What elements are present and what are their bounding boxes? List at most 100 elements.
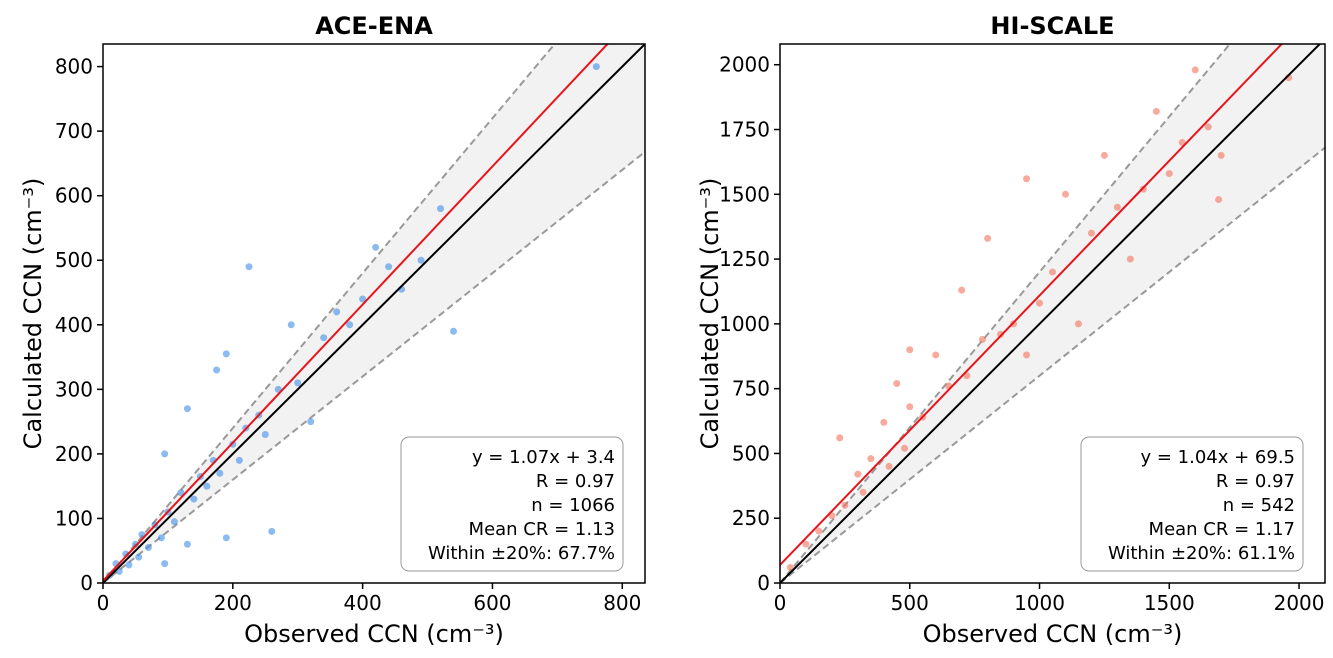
- plot-area: [103, 44, 645, 583]
- x-tick-label: 0: [774, 591, 787, 615]
- point: [978, 335, 986, 343]
- point: [802, 540, 810, 548]
- annotation-line: R = 0.97: [1216, 471, 1295, 492]
- y-tick-label: 300: [55, 377, 93, 401]
- annotation-line: Within ±20%: 61.1%: [1108, 543, 1295, 564]
- y-tick-label: 1000: [719, 312, 770, 336]
- point: [1217, 151, 1225, 159]
- point: [815, 527, 823, 535]
- y-axis-label: Calculated CCN (cm⁻³): [696, 178, 724, 450]
- point: [287, 321, 295, 329]
- point: [1049, 268, 1056, 276]
- y-tick-label: 800: [55, 55, 93, 79]
- point: [885, 462, 893, 470]
- point: [346, 321, 354, 329]
- chart-title: ACE-ENA: [315, 12, 433, 40]
- point: [932, 351, 940, 359]
- chart-title: HI-SCALE: [990, 12, 1114, 40]
- y-tick-label: 500: [55, 248, 93, 272]
- x-tick-label: 2000: [1274, 591, 1325, 615]
- annotation-line: Mean CR = 1.17: [1149, 519, 1295, 540]
- point: [880, 418, 888, 426]
- point: [1087, 229, 1095, 237]
- annotation-box: [1080, 436, 1304, 572]
- point: [245, 263, 253, 271]
- point: [222, 534, 230, 542]
- point: [1215, 195, 1223, 203]
- point: [307, 418, 315, 426]
- point: [144, 543, 152, 551]
- point: [997, 330, 1005, 338]
- point: [1036, 299, 1044, 307]
- point: [135, 553, 143, 561]
- point: [841, 501, 849, 509]
- annotation-line: Mean CR = 1.13: [469, 519, 615, 540]
- annotation-line: n = 1066: [531, 495, 615, 516]
- point: [984, 234, 992, 242]
- point: [450, 327, 458, 335]
- point: [213, 366, 221, 374]
- point: [786, 563, 794, 571]
- point: [893, 379, 901, 387]
- point: [216, 469, 224, 477]
- y-tick-label: 200: [55, 442, 93, 466]
- point: [867, 455, 875, 463]
- annotation-line: y = 1.07x + 3.4: [472, 447, 615, 468]
- x-tick-label: 1500: [1144, 591, 1195, 615]
- y-tick-label: 600: [55, 184, 93, 208]
- point: [203, 482, 211, 490]
- point: [1152, 107, 1160, 115]
- y-axis-label: Calculated CCN (cm⁻³): [19, 178, 47, 450]
- point: [1023, 175, 1031, 183]
- y-tick-label: 1250: [719, 247, 770, 271]
- annotation-line: y = 1.04x + 69.5: [1140, 447, 1295, 468]
- point: [906, 346, 914, 354]
- point: [385, 263, 393, 271]
- reference-line: [103, 44, 556, 583]
- point: [320, 334, 328, 342]
- point: [372, 243, 380, 251]
- point: [1061, 190, 1069, 198]
- point: [1100, 151, 1108, 159]
- point: [854, 470, 862, 478]
- point: [592, 63, 600, 71]
- point: [190, 495, 198, 503]
- point: [161, 450, 169, 458]
- x-tick-label: 800: [603, 591, 641, 615]
- point: [268, 527, 276, 535]
- axes-frame: [779, 43, 1326, 584]
- point: [437, 205, 445, 213]
- point: [294, 379, 302, 387]
- y-tick-label: 400: [55, 313, 93, 337]
- point: [1126, 255, 1134, 263]
- fit-line: [780, 44, 1284, 566]
- point: [1165, 170, 1173, 178]
- point: [1204, 123, 1212, 131]
- point: [1113, 203, 1121, 211]
- x-axis-label: Observed CCN (cm⁻³): [244, 620, 504, 648]
- y-tick-label: 0: [757, 571, 770, 595]
- point: [222, 350, 230, 358]
- y-tick-label: 700: [55, 119, 93, 143]
- point: [183, 405, 191, 413]
- y-tick-label: 750: [732, 377, 770, 401]
- y-tick-label: 1500: [719, 182, 770, 206]
- fit-line: [103, 44, 609, 582]
- point: [1191, 66, 1199, 74]
- point: [170, 518, 178, 526]
- x-tick-label: 500: [891, 591, 929, 615]
- point: [177, 489, 185, 497]
- point: [261, 431, 269, 439]
- x-axis-label: Observed CCN (cm⁻³): [923, 620, 1183, 648]
- y-tick-label: 2000: [719, 53, 770, 77]
- annotation-line: n = 542: [1223, 495, 1295, 516]
- point: [183, 540, 191, 548]
- point: [333, 308, 341, 316]
- y-tick-label: 1750: [719, 118, 770, 142]
- point: [906, 403, 914, 411]
- one-to-one-line: [780, 44, 1322, 583]
- axes-frame: [102, 43, 646, 584]
- point: [125, 561, 133, 569]
- point: [131, 540, 139, 548]
- y-tick-label: 250: [732, 506, 770, 530]
